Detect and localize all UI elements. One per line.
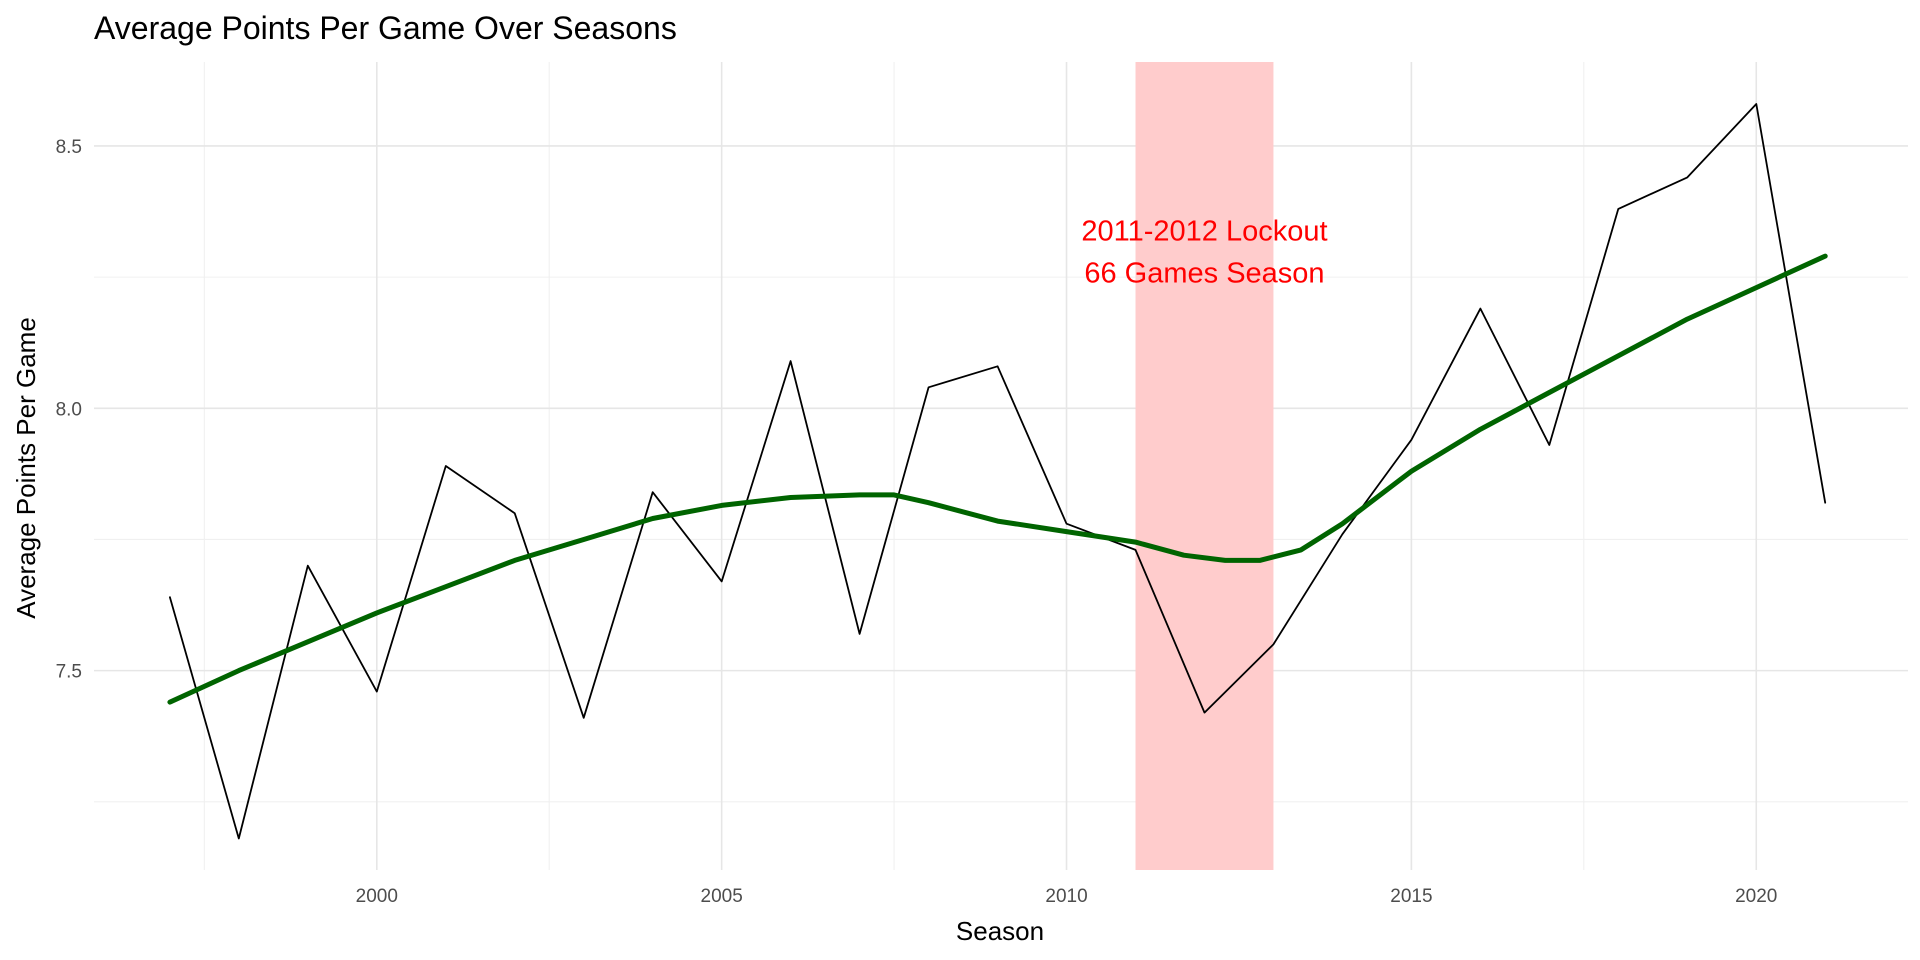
lockout-shaded-band (1135, 62, 1274, 870)
y-axis-ticks: 7.5 8.0 8.5 (56, 137, 82, 683)
annotation-games-season: 66 Games Season (1084, 257, 1324, 289)
x-tick-label: 2020 (1735, 886, 1777, 907)
lockout-band-layer (1135, 62, 1274, 870)
y-axis-title: Average Points Per Game (11, 317, 41, 619)
x-axis-ticks: 2000 2005 2010 2015 2020 (356, 886, 1778, 907)
annotation-layer: 2011-2012 Lockout 66 Games Season (1081, 215, 1327, 289)
x-tick-label: 2000 (356, 886, 398, 907)
x-tick-label: 2005 (701, 886, 743, 907)
smoothed-trend-line (167, 253, 1828, 705)
grid (94, 62, 1908, 870)
x-axis-title: Season (956, 916, 1044, 946)
series-layer (167, 103, 1828, 840)
y-tick-label: 8.5 (56, 137, 82, 158)
y-tick-label: 7.5 (56, 662, 82, 683)
x-tick-label: 2015 (1390, 886, 1432, 907)
y-tick-label: 8.0 (56, 399, 82, 420)
chart-title: Average Points Per Game Over Seasons (94, 10, 677, 46)
annotation-lockout: 2011-2012 Lockout (1081, 215, 1327, 247)
x-tick-label: 2010 (1045, 886, 1087, 907)
points-per-game-line (168, 103, 1827, 840)
